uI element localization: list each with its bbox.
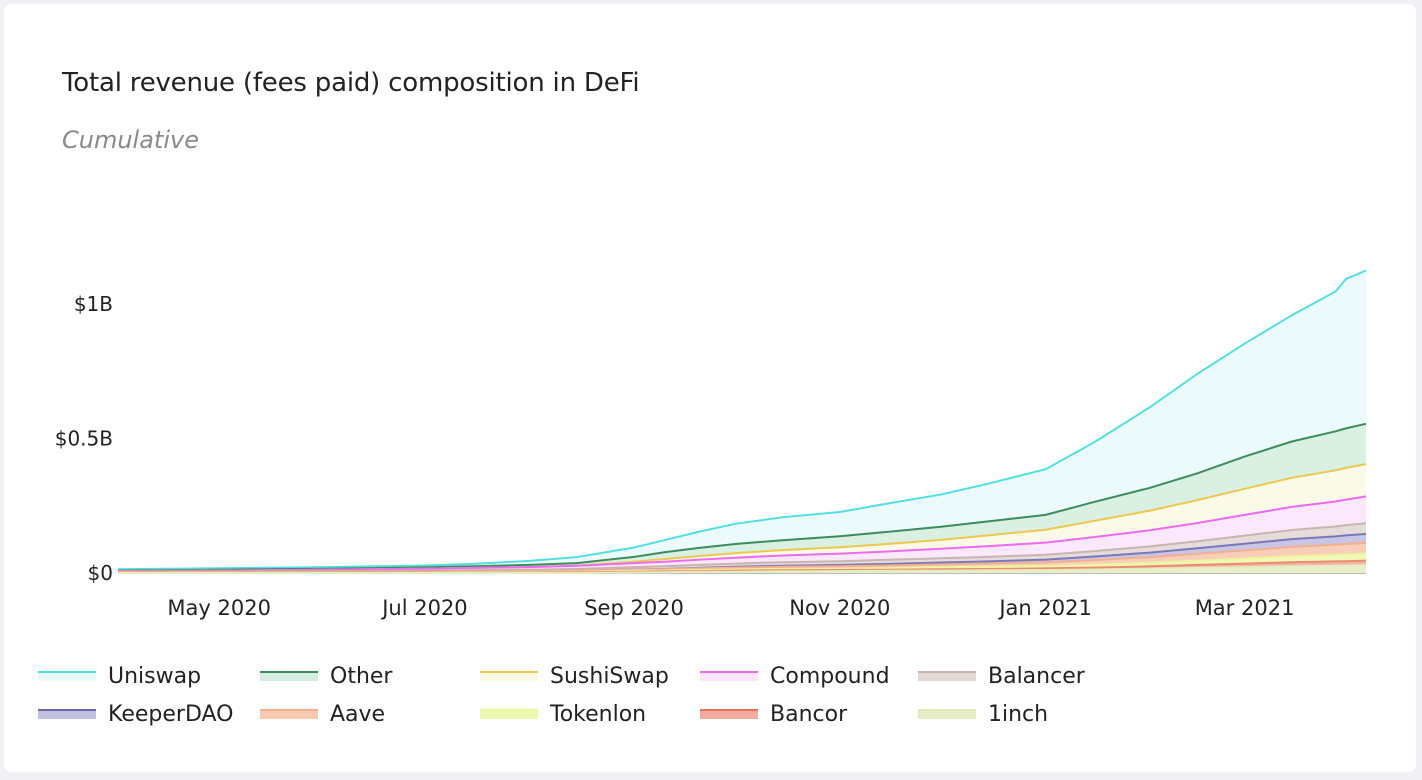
x-tick-label: Mar 2021 (1195, 596, 1295, 620)
y-tick-label: $0.5B (55, 427, 113, 451)
legend-item-other[interactable]: Other (260, 660, 392, 692)
legend-swatch (38, 671, 96, 681)
x-tick-label: Jan 2021 (997, 596, 1092, 620)
legend-label: Balancer (988, 663, 1085, 689)
legend-label: KeeperDAO (108, 701, 234, 727)
chart-title: Total revenue (fees paid) composition in… (62, 68, 640, 98)
legend-swatch (260, 709, 318, 719)
y-tick-label: $0 (88, 561, 113, 585)
area-1inch (118, 565, 1366, 573)
legend-label: Other (330, 663, 393, 689)
legend-label: Uniswap (108, 663, 202, 689)
legend-swatch (918, 709, 976, 719)
legend-swatch (480, 709, 538, 719)
legend-item-aave[interactable]: Aave (260, 698, 385, 730)
y-tick-label: $1B (74, 292, 113, 316)
legend-swatch (918, 671, 976, 681)
x-tick-label: Jul 2020 (380, 596, 467, 620)
line-1inch (118, 564, 1367, 574)
legend-item-1inch[interactable]: 1inch (918, 698, 1048, 730)
area-uniswap (118, 270, 1366, 571)
legend-item-sushiswap[interactable]: SushiSwap (480, 660, 669, 692)
chart-subtitle: Cumulative (62, 126, 199, 154)
line-balancer (117, 522, 1367, 573)
line-other (117, 422, 1367, 572)
legend-item-compound[interactable]: Compound (700, 660, 890, 692)
legend-swatch (700, 709, 758, 719)
line-uniswap (117, 269, 1367, 571)
x-tick-label: Nov 2020 (789, 596, 890, 620)
legend-label: 1inch (988, 701, 1049, 727)
legend-label: Tokenlon (550, 701, 647, 727)
area-compound (118, 496, 1366, 572)
legend-swatch (260, 671, 318, 681)
legend-item-keeperdao[interactable]: KeeperDAO (38, 698, 233, 730)
legend-label: Compound (770, 663, 890, 689)
legend-swatch (700, 671, 758, 681)
x-tick-label: Sep 2020 (584, 596, 684, 620)
line-compound (117, 495, 1367, 573)
legend-item-balancer[interactable]: Balancer (918, 660, 1085, 692)
legend-label: Aave (330, 701, 386, 727)
legend-label: Bancor (770, 701, 848, 727)
legend-swatch (480, 671, 538, 681)
area-other (118, 423, 1366, 572)
legend-item-uniswap[interactable]: Uniswap (38, 660, 201, 692)
legend-item-bancor[interactable]: Bancor (700, 698, 847, 730)
legend-label: SushiSwap (550, 663, 669, 689)
legend-item-tokenlon[interactable]: Tokenlon (480, 698, 646, 730)
legend-swatch (38, 709, 96, 719)
x-tick-label: May 2020 (167, 596, 271, 620)
